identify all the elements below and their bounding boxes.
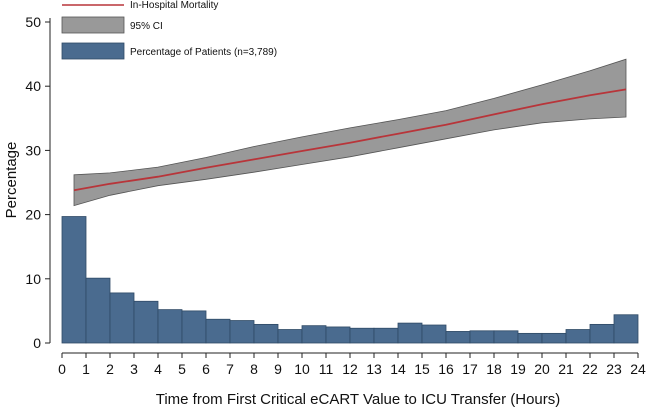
x-tick-label-22: 22 <box>582 361 598 377</box>
bar-6 <box>205 318 231 344</box>
bar-22 <box>589 323 615 344</box>
mortality-line-path <box>73 88 627 192</box>
ci-band <box>73 58 627 207</box>
x-tick-label-20: 20 <box>534 361 550 377</box>
x-tick-label-4: 4 <box>154 361 162 377</box>
x-axis-title: Time from First Critical eCART Value to … <box>156 391 561 408</box>
x-tick-label-11: 11 <box>319 361 334 377</box>
x-tick-label-17: 17 <box>462 361 478 377</box>
bar-17 <box>469 330 495 344</box>
bar-14 <box>397 322 423 344</box>
x-tick-label-7: 7 <box>226 361 234 377</box>
bar-series <box>61 216 639 344</box>
x-tick-label-3: 3 <box>130 361 138 377</box>
x-tick-label-19: 19 <box>510 361 526 377</box>
bar-20 <box>541 332 567 344</box>
ci-band-area <box>73 58 627 207</box>
x-tick-label-5: 5 <box>178 361 186 377</box>
x-tick-label-2: 2 <box>106 361 114 377</box>
y-tick-label-5: 50 <box>25 14 41 30</box>
x-tick-label-23: 23 <box>606 361 622 377</box>
y-ticks: 0 10 20 30 40 50 <box>25 14 50 351</box>
x-tick-label-6: 6 <box>202 361 210 377</box>
y-tick-label-2: 20 <box>25 207 41 223</box>
bar-21 <box>565 329 591 344</box>
legend-bar-swatch <box>61 42 125 60</box>
bar-16 <box>445 331 471 344</box>
bar-23 <box>613 314 639 344</box>
x-tick-label-24: 24 <box>630 361 646 377</box>
x-tick-label-15: 15 <box>414 361 430 377</box>
bar-7 <box>229 320 255 344</box>
x-ticks: 0 1 2 3 4 5 6 7 8 9 10 11 12 13 14 15 16 17 18 19 20 21 22 23 24 <box>58 353 646 377</box>
x-tick-label-12: 12 <box>342 361 358 377</box>
x-tick-label-0: 0 <box>58 361 66 377</box>
x-tick-label-8: 8 <box>250 361 258 377</box>
legend: In-Hospital Mortality 95% CI Percentage … <box>61 0 277 60</box>
bar-0 <box>61 216 87 344</box>
bar-19 <box>517 332 543 344</box>
bar-4 <box>157 309 183 344</box>
y-tick-label-4: 40 <box>25 78 41 94</box>
x-tick-label-21: 21 <box>558 361 574 377</box>
legend-label-bars: Percentage of Patients (n=3,789) <box>130 47 277 58</box>
y-tick-label-1: 10 <box>25 271 41 287</box>
bar-5 <box>181 310 207 344</box>
x-tick-label-16: 16 <box>438 361 454 377</box>
legend-ci-swatch <box>61 16 125 34</box>
mortality-line <box>73 88 627 192</box>
bar-3 <box>133 300 159 344</box>
y-tick-label-3: 30 <box>25 142 41 158</box>
bar-15 <box>421 324 447 344</box>
legend-label-ci: 95% CI <box>130 21 163 32</box>
y-axis-title: Percentage <box>3 142 20 219</box>
x-tick-label-1: 1 <box>82 361 90 377</box>
x-tick-label-9: 9 <box>274 361 282 377</box>
bar-2 <box>109 292 135 344</box>
x-tick-label-10: 10 <box>294 361 310 377</box>
bar-9 <box>277 329 303 344</box>
bar-12 <box>349 327 375 344</box>
x-tick-label-14: 14 <box>390 361 406 377</box>
x-tick-label-13: 13 <box>366 361 382 377</box>
bar-1 <box>85 277 111 344</box>
x-tick-label-18: 18 <box>486 361 502 377</box>
y-tick-label-0: 0 <box>33 335 41 351</box>
legend-label-mortality: In-Hospital Mortality <box>130 0 218 11</box>
bar-11 <box>325 326 351 344</box>
bar-18 <box>493 330 519 344</box>
bar-13 <box>373 327 399 344</box>
bar-10 <box>301 325 327 344</box>
bar-8 <box>253 323 279 344</box>
